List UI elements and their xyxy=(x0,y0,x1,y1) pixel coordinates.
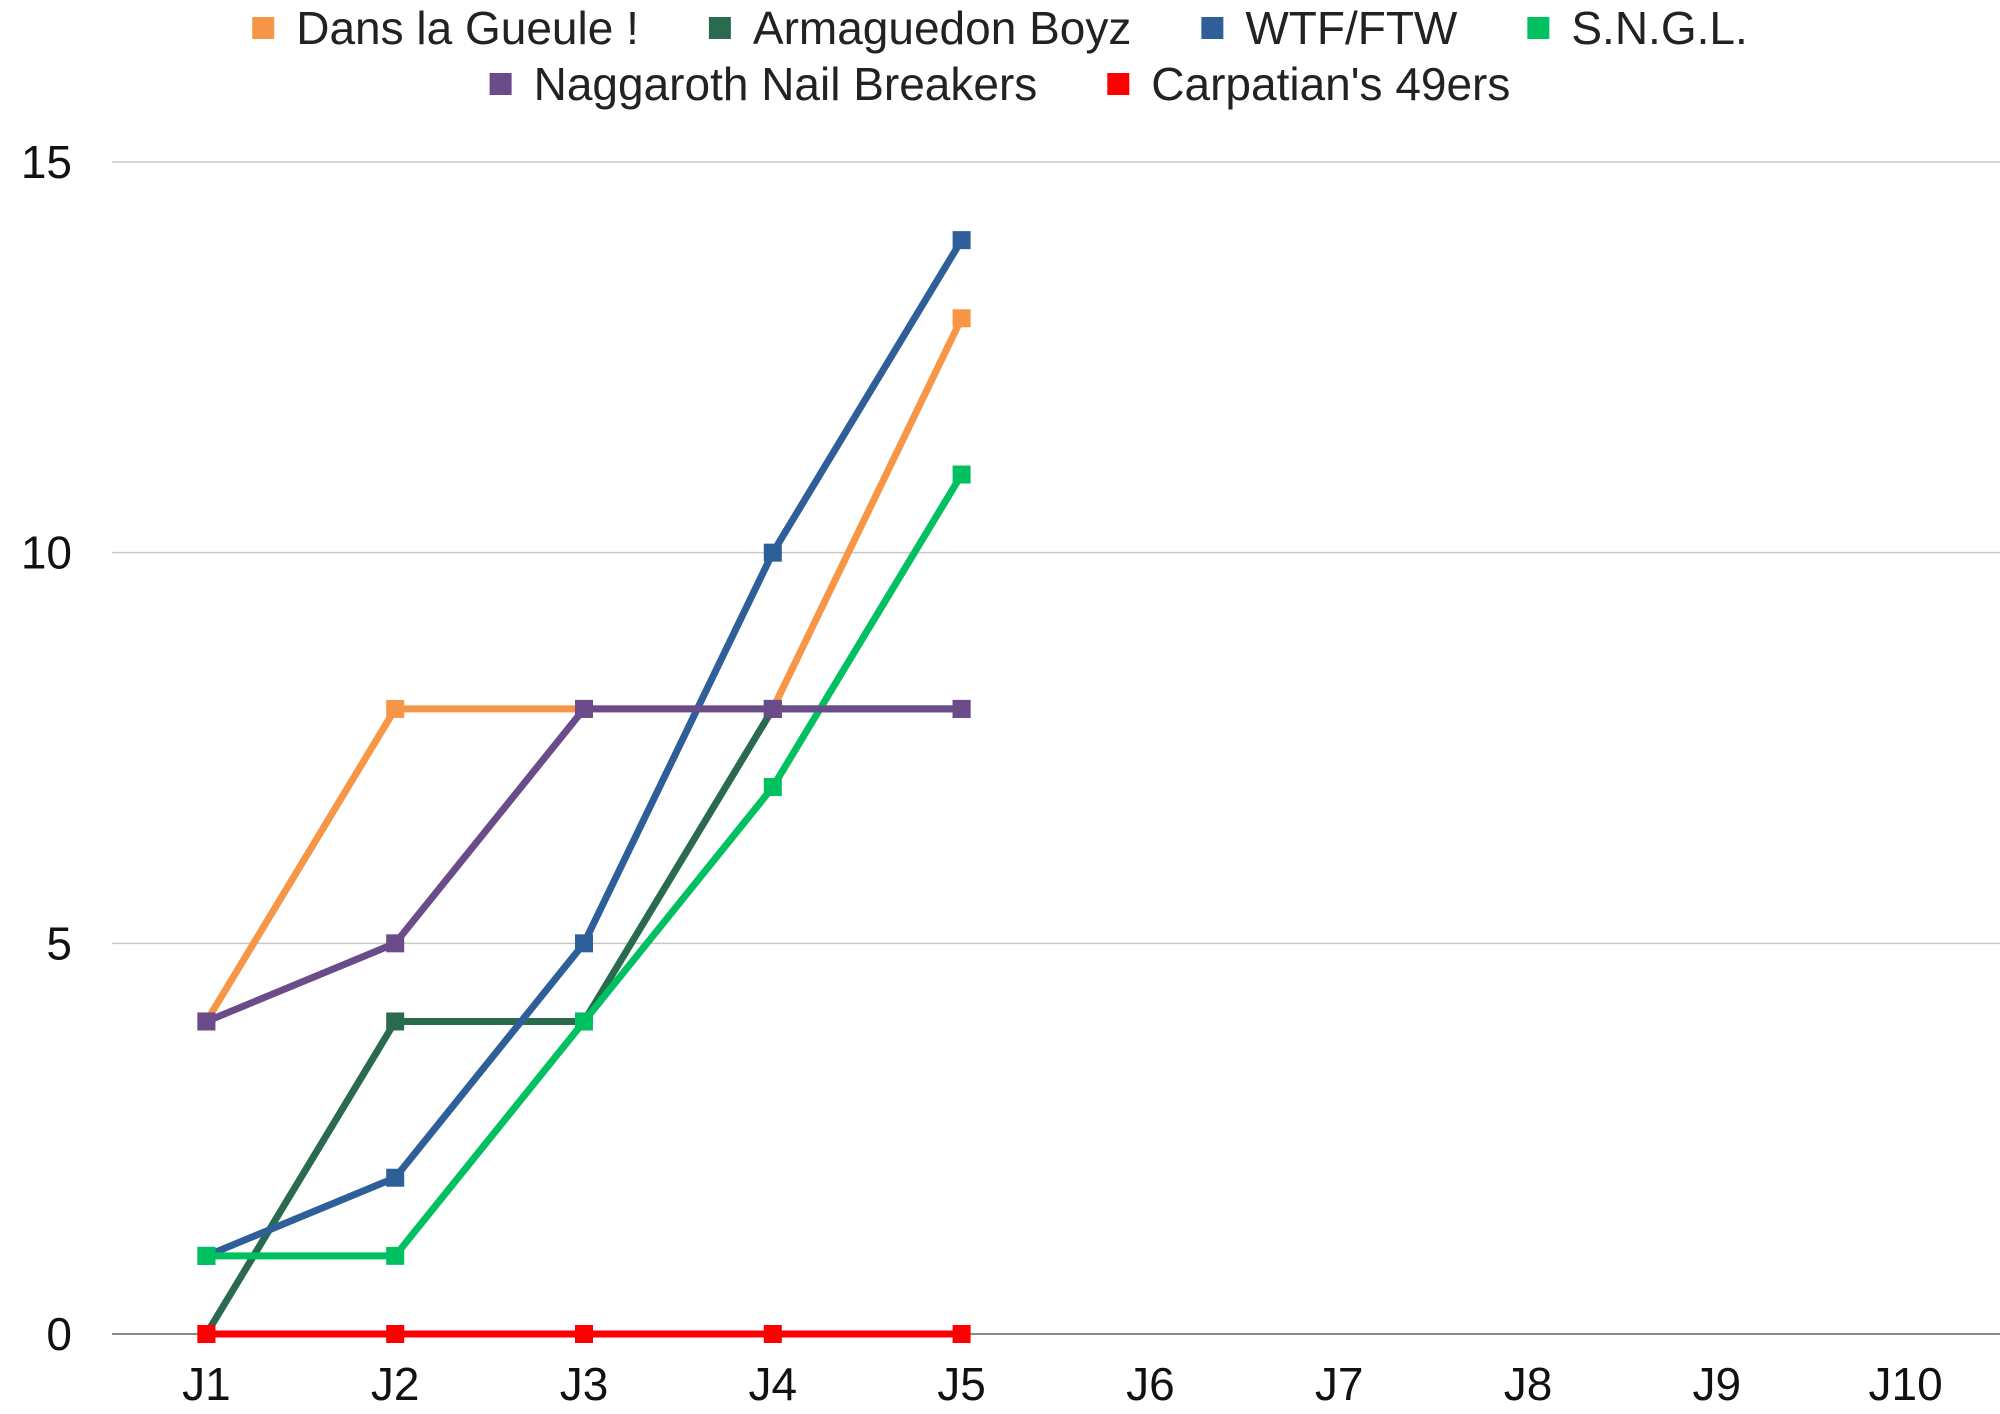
legend-marker xyxy=(1527,17,1550,39)
x-axis-ticks: J1 J2 J3 J4 J5 J6 J7 J8 J9 J10 xyxy=(182,1358,1943,1410)
series-line xyxy=(202,236,966,1260)
data-point xyxy=(386,934,405,953)
legend-item: WTF/FTW xyxy=(1201,2,1458,54)
data-point xyxy=(386,1168,405,1187)
y-axis-ticks: 0 5 10 15 xyxy=(21,136,72,1360)
series-2 xyxy=(197,231,971,1265)
data-point xyxy=(575,1012,593,1031)
data-point xyxy=(763,1325,782,1343)
legend-marker xyxy=(252,17,275,39)
legend-label: WTF/FTW xyxy=(1245,2,1458,54)
data-point xyxy=(197,1325,216,1343)
y-tick-label: 0 xyxy=(46,1308,72,1360)
series-5 xyxy=(197,1325,971,1343)
data-point xyxy=(386,1012,405,1031)
legend-item: Carpatian's 49ers xyxy=(1107,58,1510,110)
legend-label: Armaguedon Boyz xyxy=(753,2,1131,54)
series-4 xyxy=(197,699,971,1031)
legend-label: Dans la Gueule ! xyxy=(296,2,639,54)
legend: Dans la Gueule ! Armaguedon Boyz WTF/FTW S.… xyxy=(252,2,1748,110)
data-point xyxy=(197,1012,216,1031)
data-point xyxy=(763,543,782,562)
x-tick-label: J5 xyxy=(937,1358,986,1410)
y-tick-label: 5 xyxy=(46,917,72,969)
data-point xyxy=(575,699,593,718)
legend-label: S.N.G.L. xyxy=(1571,2,1747,54)
legend-item: Dans la Gueule ! xyxy=(252,2,639,54)
data-point xyxy=(386,1246,405,1265)
legend-marker xyxy=(1201,17,1224,39)
gridlines xyxy=(112,161,2000,1335)
legend-item: S.N.G.L. xyxy=(1527,2,1748,54)
series-line xyxy=(202,705,966,1025)
data-point xyxy=(386,699,405,718)
data-point xyxy=(197,1246,216,1265)
legend-label: Naggaroth Nail Breakers xyxy=(534,58,1038,110)
data-point xyxy=(386,1325,405,1343)
data-point xyxy=(952,309,971,328)
x-tick-label: J7 xyxy=(1315,1358,1364,1410)
x-tick-label: J4 xyxy=(749,1358,798,1410)
y-tick-label: 10 xyxy=(21,527,72,579)
legend-item: Naggaroth Nail Breakers xyxy=(489,58,1038,110)
x-tick-label: J9 xyxy=(1693,1358,1742,1410)
legend-label: Carpatian's 49ers xyxy=(1151,58,1510,110)
y-tick-label: 15 xyxy=(21,136,72,188)
series-3 xyxy=(197,465,971,1265)
x-tick-label: J3 xyxy=(560,1358,609,1410)
data-point xyxy=(763,778,782,797)
x-tick-label: J8 xyxy=(1504,1358,1553,1410)
data-point xyxy=(952,699,971,718)
data-point xyxy=(952,1325,971,1343)
series-line xyxy=(202,471,966,1260)
legend-marker xyxy=(1107,73,1130,95)
x-tick-label: J2 xyxy=(371,1358,420,1410)
data-point xyxy=(952,231,971,250)
data-point xyxy=(952,465,971,484)
data-point xyxy=(575,934,593,953)
x-tick-label: J10 xyxy=(1869,1358,1943,1410)
legend-marker xyxy=(489,73,512,95)
series-lines xyxy=(197,231,971,1343)
x-tick-label: J6 xyxy=(1126,1358,1175,1410)
x-tick-label: J1 xyxy=(182,1358,231,1410)
legend-marker xyxy=(708,17,731,39)
legend-item: Armaguedon Boyz xyxy=(708,2,1131,54)
data-point xyxy=(763,699,782,718)
data-point xyxy=(575,1325,593,1343)
